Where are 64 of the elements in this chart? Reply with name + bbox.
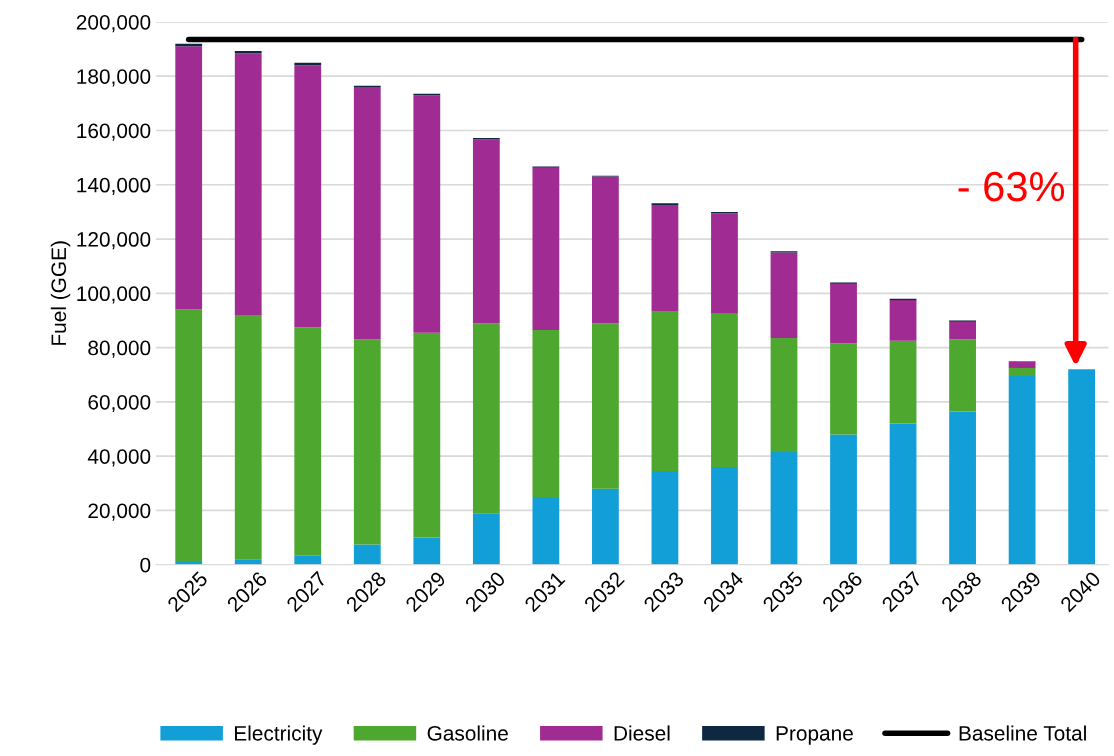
annotation: - 63% xyxy=(958,171,1065,202)
bar xyxy=(532,167,560,330)
bar xyxy=(830,434,857,565)
bar xyxy=(353,87,381,340)
bar xyxy=(472,513,500,565)
bar xyxy=(294,327,322,556)
bar xyxy=(770,252,798,339)
bar xyxy=(651,205,679,311)
bar xyxy=(889,300,917,341)
y-tick-label: 120,000 xyxy=(77,232,151,250)
bar xyxy=(711,213,738,314)
bar xyxy=(472,323,500,514)
bar xyxy=(413,95,441,333)
y-tick-label: 160,000 xyxy=(77,123,151,141)
bar xyxy=(175,46,203,310)
bar xyxy=(711,467,738,565)
bar xyxy=(532,329,560,497)
legend-label: Baseline Total xyxy=(959,725,1086,741)
y-tick-label: 180,000 xyxy=(77,69,151,87)
bar xyxy=(1068,369,1096,565)
bar xyxy=(830,343,857,435)
bar xyxy=(949,321,976,340)
bar xyxy=(770,452,798,565)
legend-label: Gasoline xyxy=(427,725,508,741)
bar xyxy=(830,283,857,344)
bar xyxy=(294,555,322,565)
bar xyxy=(234,50,262,54)
y-tick-label: 20,000 xyxy=(88,503,151,521)
y-tick-label: 140,000 xyxy=(77,177,151,195)
bar xyxy=(651,310,679,472)
bar xyxy=(889,340,917,424)
y-tick-label: 40,000 xyxy=(87,449,151,467)
bar xyxy=(353,544,381,565)
bar xyxy=(532,496,560,565)
bar xyxy=(889,423,917,565)
legend-label: Diesel xyxy=(614,725,670,741)
bar xyxy=(592,176,619,324)
bar xyxy=(949,339,976,412)
bar xyxy=(711,313,738,468)
bar xyxy=(234,315,262,560)
y-axis-title: Fuel (GGE) xyxy=(50,241,71,345)
bar xyxy=(175,309,203,563)
bar xyxy=(1008,376,1036,565)
bar xyxy=(592,488,619,565)
y-tick-label: 200,000 xyxy=(76,14,151,33)
bar xyxy=(651,471,679,565)
y-tick-label: 100,000 xyxy=(77,286,151,304)
y-tick-label: 60,000 xyxy=(88,394,151,413)
y-tick-label: 0 xyxy=(140,557,151,573)
bar xyxy=(1008,367,1036,377)
bar xyxy=(413,332,441,538)
legend-label: Propane xyxy=(776,726,853,745)
bar xyxy=(294,65,322,328)
bar xyxy=(234,53,262,316)
bar xyxy=(234,559,262,565)
bar xyxy=(592,323,619,489)
bar xyxy=(770,338,798,453)
y-tick-label: 80,000 xyxy=(88,340,151,358)
bar xyxy=(472,139,500,324)
bar xyxy=(949,411,976,565)
legend-label: Electricity xyxy=(235,725,323,745)
bar xyxy=(1008,361,1036,368)
bar xyxy=(353,339,381,545)
bar xyxy=(413,537,441,565)
